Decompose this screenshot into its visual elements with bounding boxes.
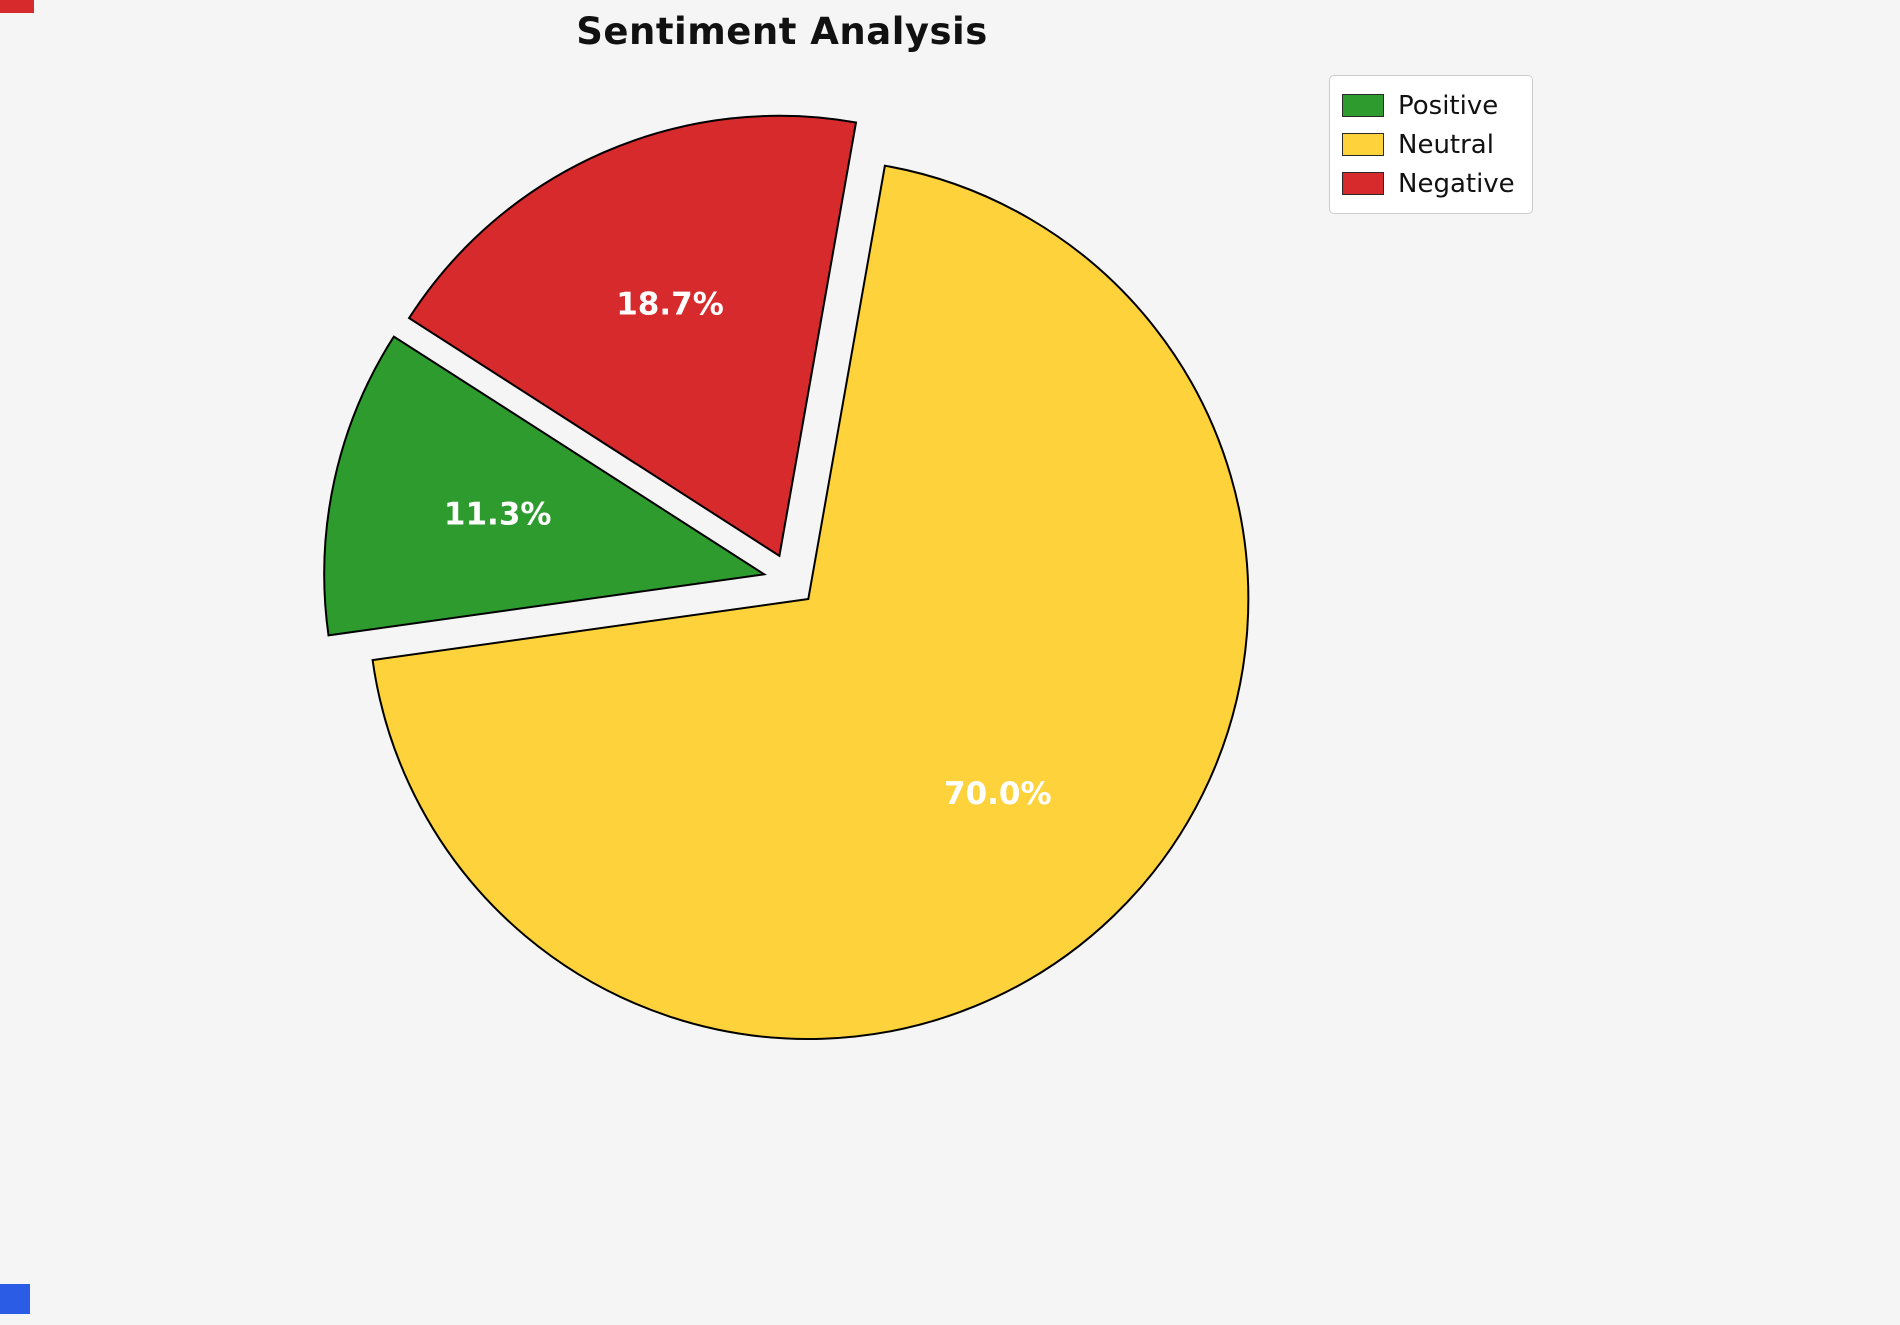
pie-slice-neutral xyxy=(371,164,1250,1040)
chart-title: Sentiment Analysis xyxy=(576,10,988,53)
legend-item-neutral: Neutral xyxy=(1342,125,1518,164)
pct-label-neutral: 70.0% xyxy=(944,776,1052,812)
pct-label-positive: 11.3% xyxy=(444,497,552,533)
legend-label-negative: Negative xyxy=(1398,168,1515,199)
legend-item-negative: Negative xyxy=(1342,164,1518,203)
legend-swatch-positive xyxy=(1342,94,1384,117)
legend-label-neutral: Neutral xyxy=(1398,129,1494,160)
legend-label-positive: Positive xyxy=(1398,90,1499,121)
screen-edge-artifact-top-left xyxy=(0,0,34,13)
legend-swatch-neutral xyxy=(1342,133,1384,156)
legend-item-positive: Positive xyxy=(1342,86,1518,125)
pie-slice-positive xyxy=(323,335,768,637)
legend: Positive Neutral Negative xyxy=(1329,75,1533,214)
pie-slice-negative xyxy=(407,114,858,558)
screen-edge-artifact-bottom-left xyxy=(0,1284,30,1314)
legend-swatch-negative xyxy=(1342,172,1384,195)
pct-label-negative: 18.7% xyxy=(616,286,724,322)
